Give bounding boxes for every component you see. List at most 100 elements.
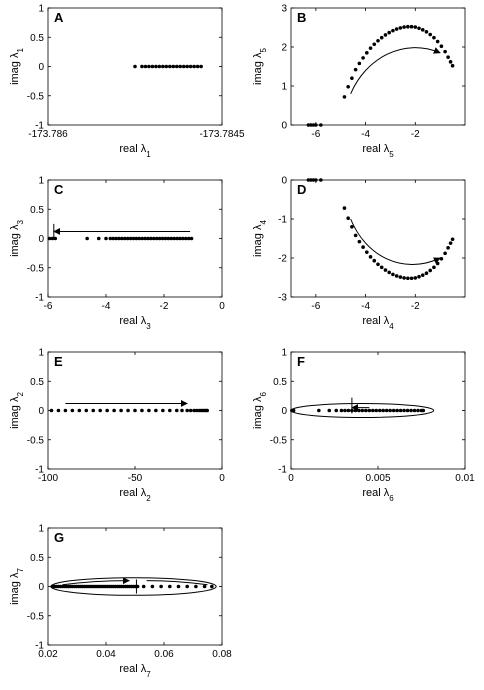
direction-arrow: [62, 577, 130, 586]
data-point: [353, 408, 358, 413]
data-point: [133, 64, 137, 69]
y-tick-label: 1: [38, 348, 44, 359]
data-point: [185, 584, 189, 589]
y-tick-label: -0.5: [27, 435, 45, 446]
data-point: [133, 408, 137, 413]
x-tick-label: -173.7845: [199, 129, 244, 140]
data-point: [186, 236, 191, 241]
data-point: [350, 225, 354, 229]
data-point: [168, 64, 172, 69]
y-tick-label: -1: [35, 641, 44, 652]
data-point: [172, 236, 176, 241]
data-point: [143, 64, 148, 69]
x-tick-label: -50: [128, 473, 143, 484]
y-tick-label: -0.5: [27, 611, 45, 622]
data-point: [379, 35, 384, 40]
data-point: [85, 236, 89, 241]
y-tick-label: 0: [281, 406, 287, 417]
data-point: [174, 64, 179, 69]
data-point: [192, 64, 196, 69]
x-tick-label: 0.06: [154, 649, 174, 660]
y-axis-label: imag λ2: [9, 392, 25, 429]
data-point: [334, 408, 339, 413]
data-point: [365, 51, 369, 55]
data-point: [367, 408, 372, 413]
data-point: [383, 33, 388, 37]
x-tick-label: 0: [219, 301, 225, 312]
y-tick-label: 1: [38, 176, 44, 187]
data-point: [368, 46, 373, 50]
data-point: [135, 584, 140, 589]
data-point: [159, 584, 163, 589]
x-tick-label: 0.02: [38, 649, 58, 660]
data-point: [448, 60, 453, 64]
y-tick-label: 0.5: [273, 377, 287, 388]
data-point: [413, 25, 418, 29]
data-point: [376, 262, 380, 267]
plot-frame: [290, 179, 466, 298]
data-point: [176, 584, 181, 589]
data-point: [108, 236, 113, 241]
x-tick-label: -4: [361, 129, 370, 140]
x-tick-label: -4: [361, 301, 370, 312]
data-point: [402, 408, 406, 413]
data-point: [104, 236, 108, 241]
data-point: [398, 26, 403, 30]
data-point: [435, 39, 440, 44]
data-point: [157, 64, 162, 69]
data-point: [439, 256, 444, 261]
direction-arrow: [146, 580, 208, 586]
data-point: [383, 268, 388, 272]
data-point: [112, 408, 116, 413]
data-point: [357, 61, 362, 66]
x-axis-label: real λ5: [362, 143, 394, 159]
data-point: [175, 236, 179, 241]
data-point: [134, 236, 139, 241]
data-point: [189, 236, 194, 241]
data-point: [140, 408, 144, 413]
y-tick-label: 1: [281, 348, 287, 359]
y-tick-label: 2: [281, 43, 287, 54]
data-point: [195, 64, 200, 69]
data-point: [402, 25, 406, 29]
x-tick-label: 0.08: [212, 649, 232, 660]
data-point: [140, 236, 145, 241]
data-point: [327, 408, 332, 413]
data-point: [364, 408, 368, 413]
data-point: [424, 29, 429, 34]
data-point: [291, 408, 296, 413]
x-tick-label: -6: [311, 301, 320, 312]
data-point: [306, 123, 311, 127]
data-point: [381, 408, 386, 413]
data-point: [435, 261, 440, 266]
data-point: [309, 123, 313, 127]
data-point: [350, 408, 354, 413]
x-tick-label: -2: [411, 129, 420, 140]
y-axis-label: imag λ3: [9, 220, 25, 257]
data-point: [185, 64, 189, 69]
data-point: [368, 255, 373, 259]
data-point: [91, 408, 96, 413]
y-tick-label: 0: [38, 406, 44, 417]
data-point: [350, 76, 354, 80]
data-point: [406, 24, 410, 29]
data-point: [154, 408, 158, 413]
data-point: [432, 35, 436, 40]
y-tick-label: -2: [278, 254, 287, 265]
data-point: [343, 408, 347, 413]
data-point: [421, 408, 426, 413]
direction-arrow: [350, 218, 441, 266]
data-point: [412, 408, 417, 413]
data-point: [428, 268, 433, 273]
data-point: [387, 30, 391, 35]
y-tick-label: -1: [35, 465, 44, 476]
data-point: [387, 270, 391, 275]
data-point: [152, 236, 156, 241]
data-point: [117, 236, 121, 241]
data-point: [360, 408, 365, 413]
data-point: [63, 408, 68, 413]
y-tick-label: 0: [281, 176, 287, 187]
data-point: [146, 236, 150, 241]
